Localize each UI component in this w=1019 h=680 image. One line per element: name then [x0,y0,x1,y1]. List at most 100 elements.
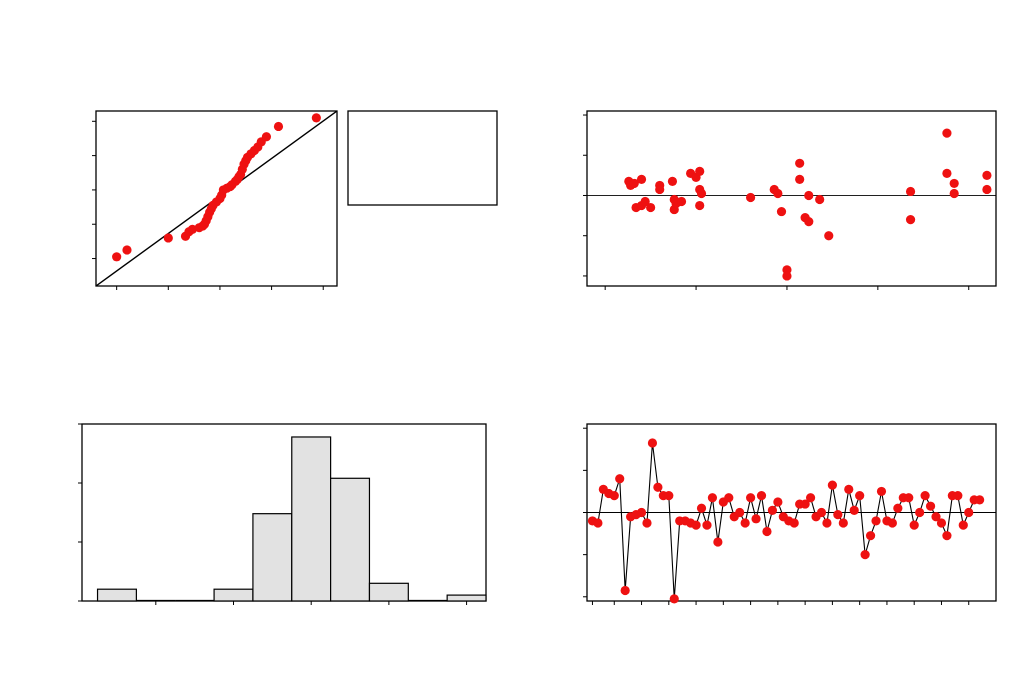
data-point [746,493,756,503]
data-point [975,495,985,505]
data-point [724,493,734,503]
data-point [958,520,968,530]
histogram-bar [446,594,487,602]
histogram-bar [96,588,137,602]
data-point [636,174,647,184]
data-point [953,491,963,501]
data-point [942,531,952,541]
data-point [112,252,122,262]
data-point [925,501,936,511]
data-point [655,184,665,195]
data-point [609,491,619,501]
data-point [904,493,914,503]
data-point [620,585,630,596]
data-point [982,170,992,180]
plot-frame [586,110,997,287]
data-point [871,516,881,526]
data-point [751,514,761,524]
plot-frame [95,110,338,287]
normal-probability-plot [92,110,498,290]
data-point [844,484,854,494]
data-point [949,188,959,199]
data-point [746,192,756,203]
data-point [855,491,865,501]
data-point [696,503,707,513]
data-point [936,518,947,528]
data-point [695,166,705,176]
data-point [311,113,321,123]
data-point [646,202,656,213]
data-point [893,503,903,513]
data-point [876,486,887,497]
data-point [640,196,650,207]
residuals-vs-order-plot [583,423,997,605]
histogram-bar [252,513,293,602]
data-point [702,520,712,530]
data-point [822,518,832,528]
data-point [767,505,778,515]
data-point [942,128,952,138]
data-point [805,493,816,503]
data-point [707,493,718,503]
data-point [795,158,805,168]
data-point [816,507,827,518]
data-point [782,271,792,281]
data-point [713,537,723,547]
data-point [827,480,838,490]
data-point [824,231,834,241]
data-point [691,520,701,530]
data-point [762,526,772,537]
data-point [800,499,810,509]
data-point [636,507,647,518]
data-point [789,518,799,528]
legend-box [347,110,498,206]
data-point [261,132,272,142]
data-point [887,518,897,528]
data-point [795,174,805,184]
data-point [905,186,916,197]
data-point [647,438,658,448]
data-point [629,178,639,189]
data-point [642,518,652,528]
data-point [676,196,687,207]
data-point [667,176,678,187]
data-point [122,245,132,255]
data-point [773,497,783,507]
data-point [187,224,197,234]
data-point [920,491,930,501]
data-point [833,510,843,520]
histogram-bar [368,582,409,602]
data-point [773,188,783,199]
data-point [915,507,925,518]
residuals-vs-fits-plot [583,110,997,290]
data-point [735,507,745,518]
data-point [756,491,767,501]
data-point [696,188,707,199]
data-point [669,594,679,604]
data-point [653,482,663,492]
data-point [804,217,814,227]
data-point [740,518,750,528]
data-point [815,194,825,205]
histogram-bar [330,477,371,602]
data-point [615,474,625,484]
data-point [909,520,919,530]
data-point [273,121,284,132]
data-point [664,491,674,501]
data-point [593,518,603,528]
data-point [695,200,705,211]
histogram-bar [291,436,332,602]
data-point [838,518,848,528]
data-point [804,190,814,201]
data-point [163,233,173,243]
data-point [982,184,992,195]
data-point [931,512,941,522]
data-point [964,507,974,518]
data-point [865,531,876,541]
data-point [905,215,916,225]
histogram-plot [78,423,487,605]
histogram-bar [213,588,254,602]
data-point [860,550,870,560]
data-point [849,505,859,515]
